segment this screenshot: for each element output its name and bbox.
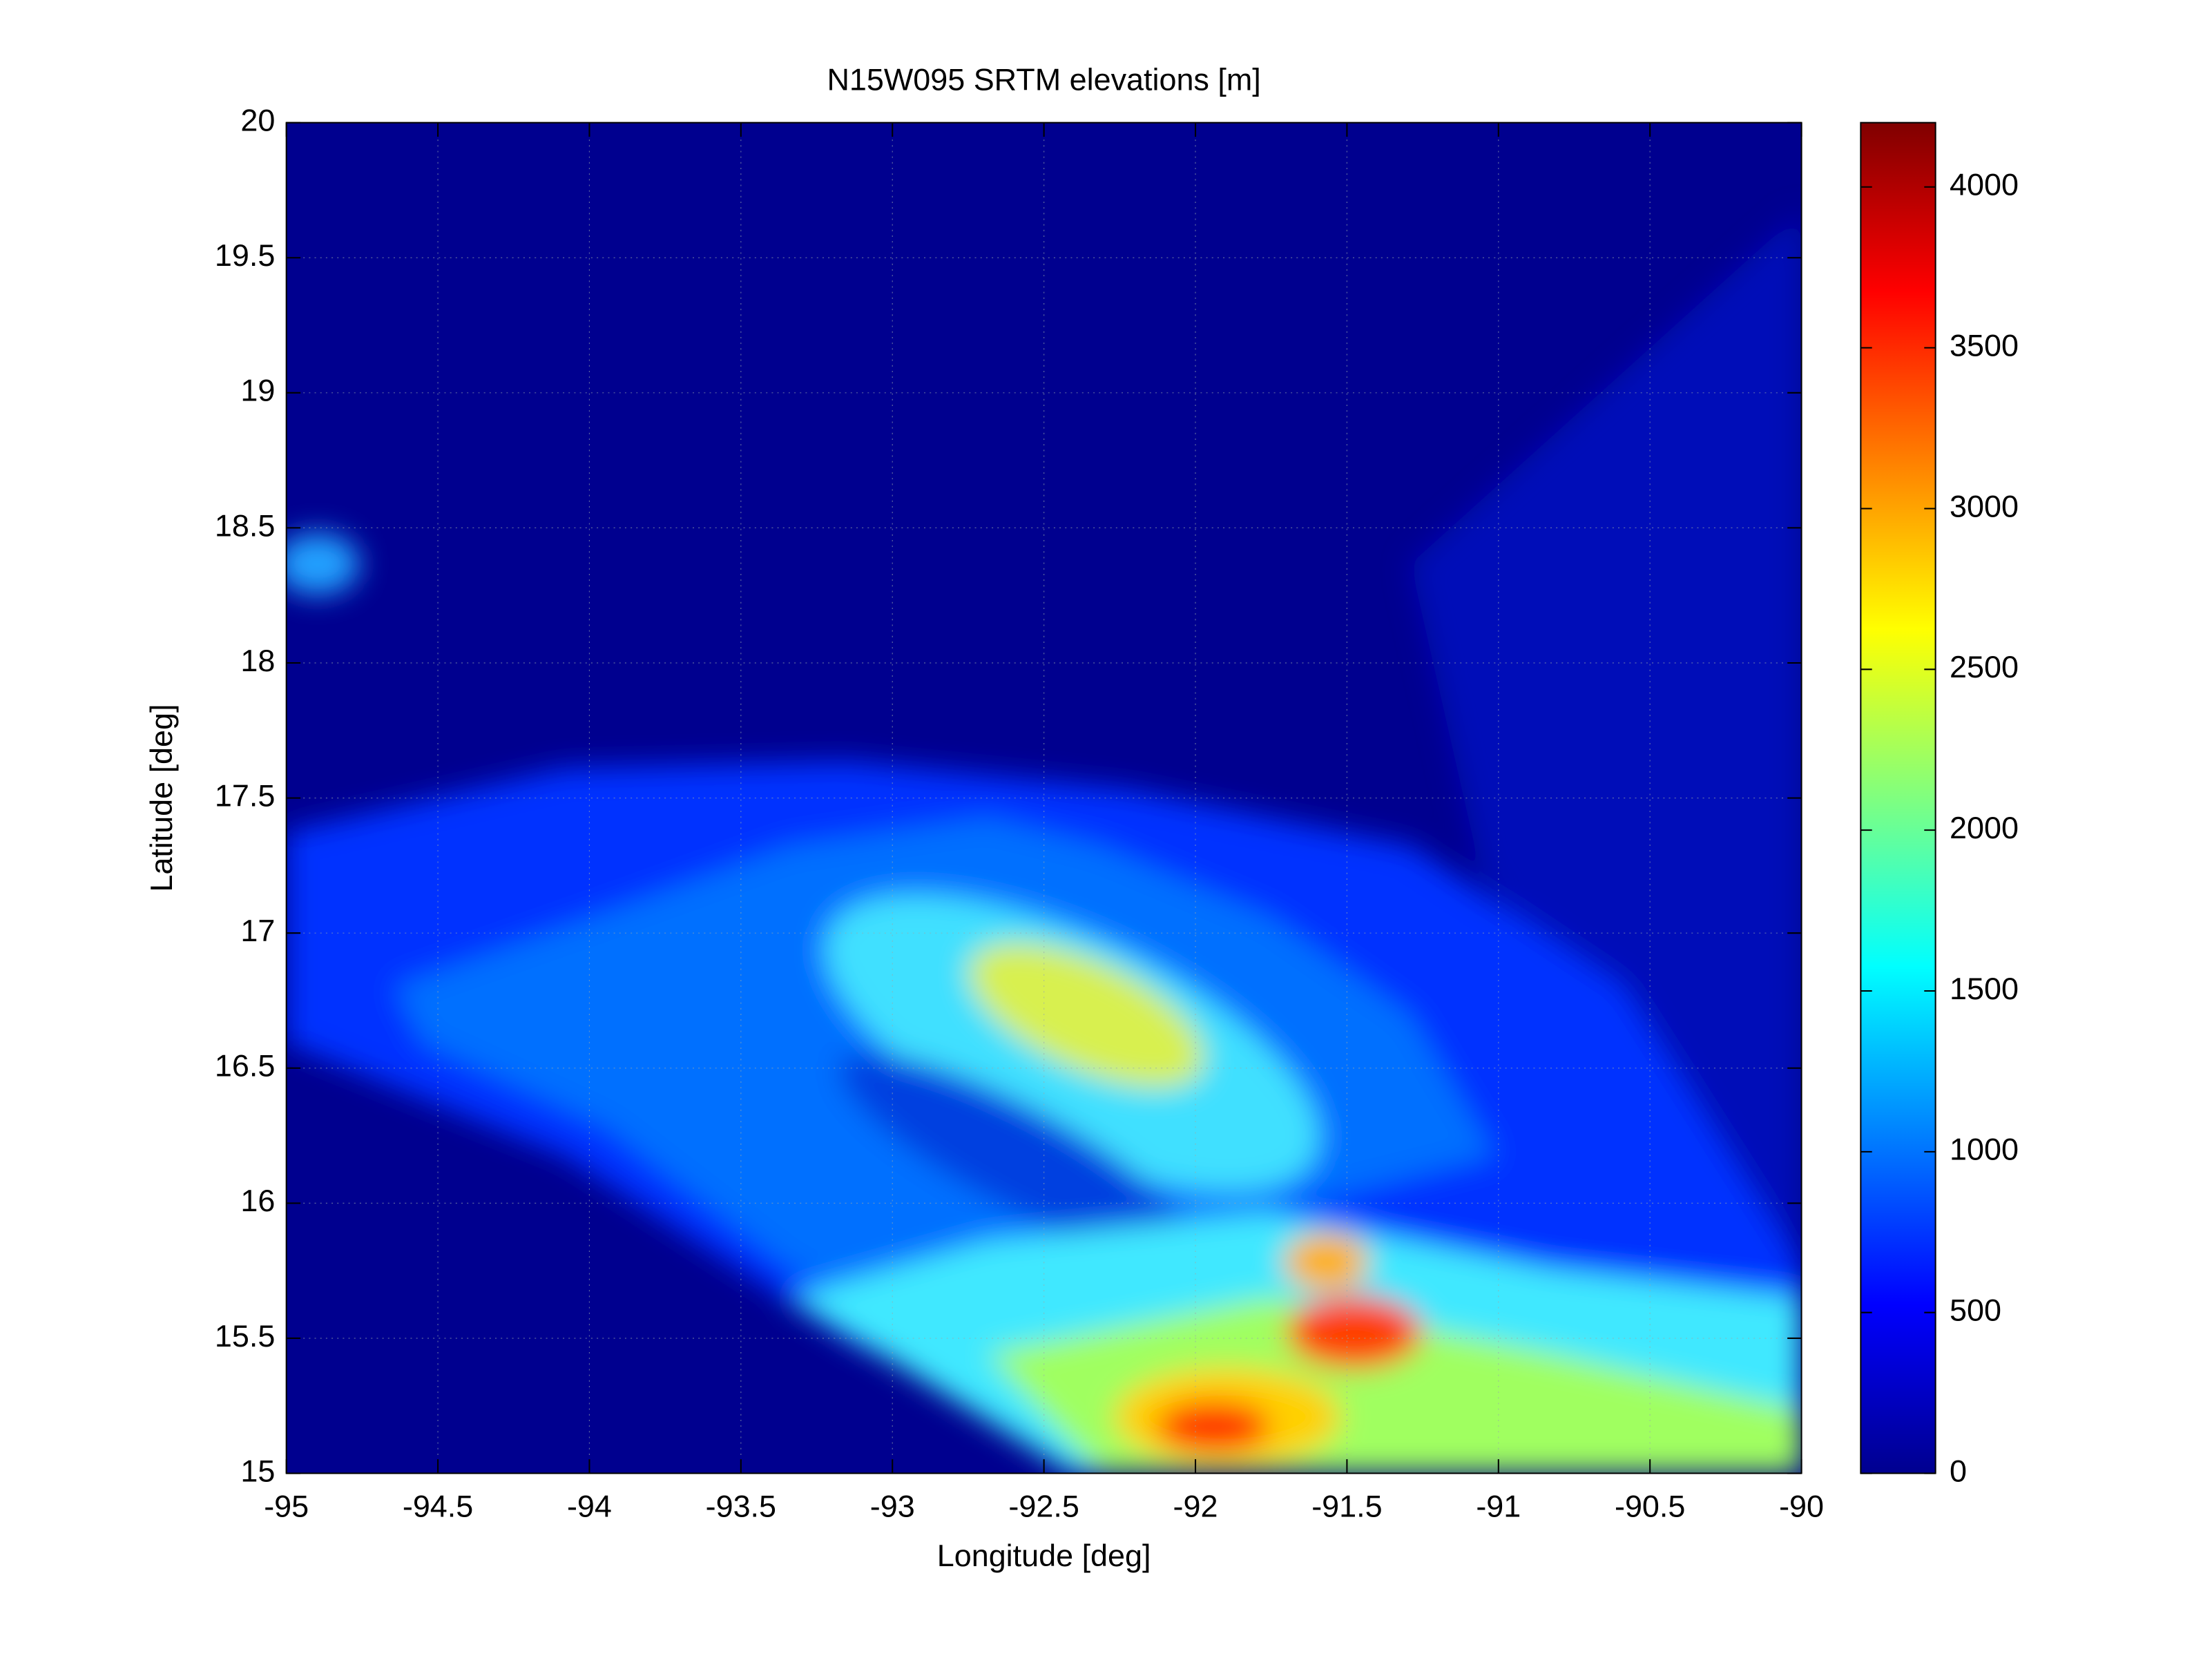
terrain bbox=[286, 211, 1802, 1474]
x-tick-label: -93.5 bbox=[706, 1488, 776, 1523]
colorbar-tick-label: 1000 bbox=[1950, 1132, 2019, 1167]
x-tick-label: -90.5 bbox=[1615, 1488, 1685, 1523]
colorbar-tick-label: 3500 bbox=[1950, 327, 2019, 363]
colorbar-tick-label: 2000 bbox=[1950, 810, 2019, 845]
colorbar-tick-label: 2500 bbox=[1950, 649, 2019, 684]
y-tick-label: 17.5 bbox=[215, 778, 275, 813]
x-tick-label: -91.5 bbox=[1311, 1488, 1382, 1523]
y-tick-label: 15.5 bbox=[215, 1318, 275, 1353]
y-tick-label: 16 bbox=[240, 1183, 275, 1218]
y-tick-label: 19.5 bbox=[215, 238, 275, 273]
lowland bbox=[1410, 211, 1802, 1269]
plot-frame bbox=[285, 122, 1802, 1474]
axes: -95 -94.5 -94 -93.5 -93 -92.5 -92 -91.5 -91 -90.5… bbox=[215, 102, 1824, 1523]
colorbar bbox=[1860, 122, 1936, 1474]
y-tick-label: 17 bbox=[240, 913, 275, 948]
colorbar-tick-label: 3000 bbox=[1950, 488, 2019, 523]
y-tick-label: 16.5 bbox=[215, 1048, 275, 1083]
island bbox=[286, 532, 360, 595]
chart-title: N15W095 SRTM elevations [m] bbox=[827, 61, 1260, 97]
elevation-image bbox=[286, 122, 1802, 1474]
x-tick-label: -95 bbox=[264, 1488, 309, 1523]
y-tick-label: 18.5 bbox=[215, 508, 275, 543]
peak bbox=[1157, 1401, 1270, 1452]
colorbar-frame bbox=[1860, 122, 1936, 1474]
x-axis-label: Longitude [deg] bbox=[937, 1538, 1151, 1573]
colorbar-tick-label: 1500 bbox=[1950, 971, 2019, 1006]
x-tick-label: -91 bbox=[1476, 1488, 1521, 1523]
colorbar-tick-label: 500 bbox=[1950, 1293, 2001, 1328]
colorbar-tick-label: 0 bbox=[1950, 1453, 1967, 1488]
x-tick-label: -93 bbox=[870, 1488, 915, 1523]
y-tick-label: 20 bbox=[240, 102, 275, 137]
y-tick-label: 15 bbox=[240, 1453, 275, 1488]
valley bbox=[840, 1053, 1192, 1259]
colorbar-tick-label: 4000 bbox=[1950, 167, 2019, 202]
x-tick-label: -90 bbox=[1779, 1488, 1824, 1523]
x-tick-label: -92.5 bbox=[1008, 1488, 1079, 1523]
peak bbox=[1283, 1233, 1369, 1291]
x-tick-label: -94.5 bbox=[403, 1488, 473, 1523]
x-tick-label: -94 bbox=[567, 1488, 612, 1523]
peak bbox=[1286, 1295, 1423, 1369]
y-tick-label: 18 bbox=[240, 643, 275, 678]
plateau-high bbox=[969, 943, 1204, 1088]
y-tick-label: 19 bbox=[240, 373, 275, 408]
x-tick-label: -92 bbox=[1173, 1488, 1218, 1523]
y-axis-label: Latitude [deg] bbox=[144, 704, 179, 892]
